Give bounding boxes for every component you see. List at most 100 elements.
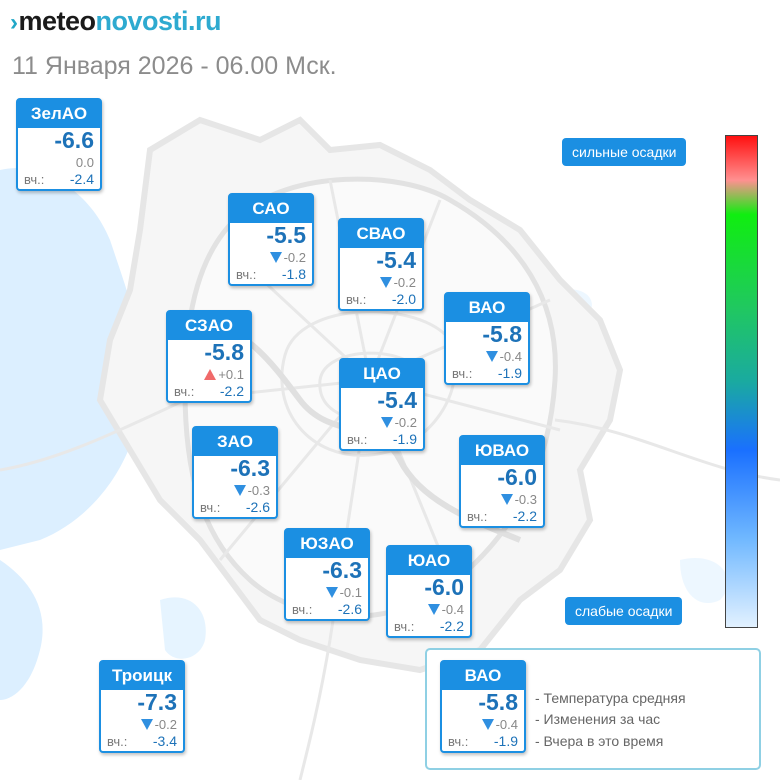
change-value: -0.2 — [283, 250, 306, 265]
yesterday-label: вч.: — [346, 292, 367, 307]
trend-down-icon — [325, 587, 338, 598]
change-value: -0.4 — [495, 717, 518, 732]
district-name: Троицк — [101, 662, 183, 690]
yesterday-label: вч.: — [467, 509, 488, 524]
district-name: ВАО — [446, 294, 528, 322]
change-value: -0.2 — [394, 415, 417, 430]
district-name: ЗАО — [194, 428, 276, 456]
district-hourly-change: -0.3 — [500, 492, 537, 507]
legend-item-avg-temp: - Температура средняя — [535, 690, 686, 706]
legend-example-card: ВАО -5.8 -0.4 вч.: -1.9 — [440, 660, 526, 753]
district-temperature: -6.3 — [322, 557, 362, 583]
district-card-svao[interactable]: СВАО -5.4 -0.2 вч.: -2.0 — [338, 218, 424, 311]
district-yesterday-temperature: -2.6 — [245, 499, 270, 515]
district-name: ЦАО — [341, 360, 423, 388]
yesterday-label: вч.: — [24, 172, 45, 187]
district-yesterday-temperature: -1.9 — [497, 365, 522, 381]
district-temperature: -6.0 — [424, 574, 464, 600]
district-yesterday-temperature: -1.9 — [392, 431, 417, 447]
district-hourly-change: -0.2 — [269, 250, 306, 265]
district-temperature: -5.4 — [376, 247, 416, 273]
district-card-zao[interactable]: ЗАО -6.3 -0.3 вч.: -2.6 — [192, 426, 278, 519]
district-name: ЮАО — [388, 547, 470, 575]
legend-item-hourly-change: - Изменения за час — [535, 711, 661, 727]
district-temperature: -6.3 — [230, 455, 270, 481]
district-name: ВАО — [442, 662, 524, 690]
district-yesterday-temperature: -2.0 — [391, 291, 416, 307]
district-temperature: -5.5 — [266, 222, 306, 248]
district-temperature: -5.8 — [478, 689, 518, 715]
district-hourly-change: -0.4 — [481, 717, 518, 732]
change-value: 0.0 — [75, 155, 94, 170]
district-temperature: -6.0 — [497, 464, 537, 490]
precipitation-scale-bar — [725, 135, 758, 628]
district-temperature: -5.8 — [482, 321, 522, 347]
district-yesterday-temperature: -1.8 — [281, 266, 306, 282]
change-value: +0.1 — [218, 367, 244, 382]
district-card-yuzao[interactable]: ЮЗАО -6.3 -0.1 вч.: -2.6 — [284, 528, 370, 621]
trend-up-icon — [204, 369, 217, 380]
district-yesterday-temperature: -3.4 — [152, 733, 177, 749]
district-name: ЗелАО — [18, 100, 100, 128]
district-card-zelao[interactable]: ЗелАО -6.6 0.0 вч.: -2.4 — [16, 98, 102, 191]
date-time-subtitle: 11 Января 2026 - 06.00 Мск. — [12, 52, 337, 80]
district-hourly-change: -0.2 — [140, 717, 177, 732]
yesterday-label: вч.: — [452, 366, 473, 381]
trend-down-icon — [379, 277, 392, 288]
trend-down-icon — [427, 604, 440, 615]
trend-down-icon — [481, 719, 494, 730]
district-yesterday-temperature: -2.2 — [219, 383, 244, 399]
district-hourly-change: -0.1 — [325, 585, 362, 600]
district-hourly-change: -0.2 — [379, 275, 416, 290]
district-temperature: -5.4 — [377, 387, 417, 413]
change-value: -0.2 — [154, 717, 177, 732]
precip-scale-top-label: сильные осадки — [562, 138, 687, 166]
district-card-sao[interactable]: САО -5.5 -0.2 вч.: -1.8 — [228, 193, 314, 286]
trend-down-icon — [500, 494, 513, 505]
district-hourly-change: 0.0 — [76, 155, 94, 170]
change-value: -0.4 — [499, 349, 522, 364]
district-card-vao[interactable]: ВАО -5.8 -0.4 вч.: -1.9 — [444, 292, 530, 385]
yesterday-label: вч.: — [200, 500, 221, 515]
yesterday-label: вч.: — [107, 734, 128, 749]
district-yesterday-temperature: -1.9 — [493, 733, 518, 749]
district-card-szao[interactable]: СЗАО -5.8 +0.1 вч.: -2.2 — [166, 310, 252, 403]
district-yesterday-temperature: -2.2 — [512, 508, 537, 524]
district-name: СВАО — [340, 220, 422, 248]
district-hourly-change: -0.4 — [427, 602, 464, 617]
trend-down-icon — [140, 719, 153, 730]
change-value: -0.1 — [339, 585, 362, 600]
yesterday-label: вч.: — [174, 384, 195, 399]
district-hourly-change: -0.4 — [485, 349, 522, 364]
change-value: -0.3 — [514, 492, 537, 507]
district-yesterday-temperature: -2.6 — [337, 601, 362, 617]
precip-scale-bottom-label: слабые осадки — [565, 597, 683, 625]
district-hourly-change: +0.1 — [204, 367, 244, 382]
district-card-yuao[interactable]: ЮАО -6.0 -0.4 вч.: -2.2 — [386, 545, 472, 638]
yesterday-label: вч.: — [236, 267, 257, 282]
change-value: -0.3 — [247, 483, 270, 498]
legend-item-yesterday: - Вчера в это время — [535, 733, 664, 749]
trend-down-icon — [380, 417, 393, 428]
district-hourly-change: -0.2 — [380, 415, 417, 430]
logo-mark: › — [10, 9, 18, 36]
district-name: ЮВАО — [461, 437, 543, 465]
district-temperature: -6.6 — [54, 127, 94, 153]
trend-down-icon — [485, 351, 498, 362]
district-card-yuvao[interactable]: ЮВАО -6.0 -0.3 вч.: -2.2 — [459, 435, 545, 528]
site-logo[interactable]: ›meteonovosti.ru — [10, 6, 222, 37]
trend-down-icon — [233, 485, 246, 496]
change-value: -0.4 — [441, 602, 464, 617]
district-yesterday-temperature: -2.4 — [69, 171, 94, 187]
change-value: -0.2 — [393, 275, 416, 290]
district-card-troitsk[interactable]: Троицк -7.3 -0.2 вч.: -3.4 — [99, 660, 185, 753]
yesterday-label: вч.: — [394, 619, 415, 634]
trend-down-icon — [269, 252, 282, 263]
district-name: САО — [230, 195, 312, 223]
district-card-cao[interactable]: ЦАО -5.4 -0.2 вч.: -1.9 — [339, 358, 425, 451]
district-name: ЮЗАО — [286, 530, 368, 558]
yesterday-label: вч.: — [347, 432, 368, 447]
district-yesterday-temperature: -2.2 — [439, 618, 464, 634]
yesterday-label: вч.: — [448, 734, 469, 749]
logo-text-meteo: meteo — [18, 6, 97, 36]
